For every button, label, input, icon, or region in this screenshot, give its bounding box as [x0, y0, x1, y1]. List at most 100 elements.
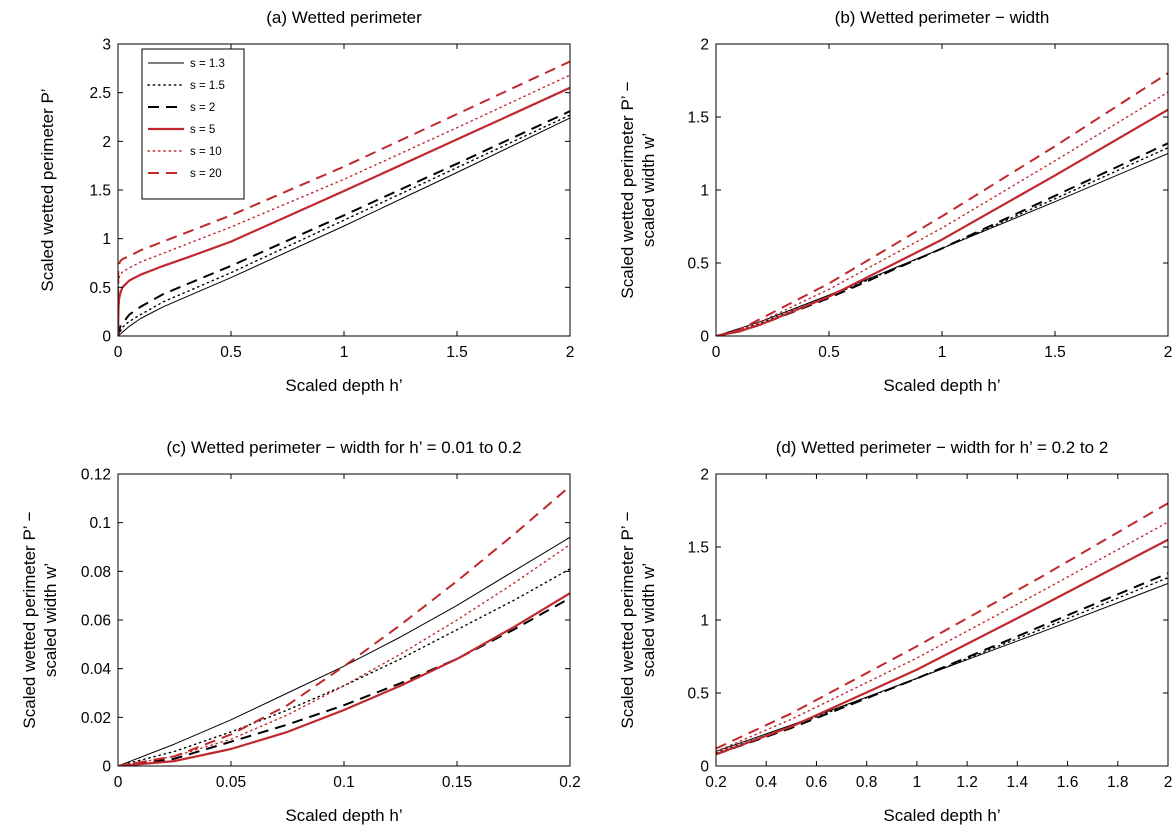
y-tick-label: 0.5: [687, 256, 709, 273]
y-tick-label: 2: [700, 467, 709, 484]
series-line-s20: [716, 502, 1168, 750]
series-group: [716, 502, 1168, 756]
x-tick-label: 2: [566, 344, 575, 361]
series-line-s1-3: [118, 536, 570, 766]
y-tick-label: 0.12: [81, 467, 111, 484]
series-line-s10: [716, 521, 1168, 753]
legend-label: s = 2: [190, 102, 215, 114]
x-tick-label: 0: [712, 344, 721, 361]
series-line-s10: [118, 74, 570, 336]
y-axis-label: Scaled wetted perimeter P’ −: [618, 511, 637, 728]
panel-title: (a) Wetted perimeter: [266, 8, 422, 27]
x-tick-label: 1.5: [1044, 344, 1066, 361]
y-axis-label: Scaled wetted perimeter P’: [38, 88, 57, 291]
series-line-s5: [716, 108, 1168, 336]
series-line-s1-5: [118, 568, 570, 766]
series-line-s1-5: [716, 577, 1168, 754]
x-tick-label: 0.6: [806, 774, 828, 791]
y-tick-label: 2.5: [89, 85, 111, 102]
y-axis-label: scaled width w’: [41, 563, 60, 677]
y-tick-label: 2: [102, 134, 111, 151]
y-tick-label: 0: [102, 759, 111, 776]
y-axis-label: Scaled wetted perimeter P’ −: [20, 511, 39, 728]
panel-title: (b) Wetted perimeter − width: [835, 8, 1050, 27]
x-tick-label: 1.5: [446, 344, 468, 361]
x-axis-label: Scaled depth h’: [883, 806, 1000, 825]
y-tick-label: 0.5: [687, 686, 709, 703]
series-line-s1-3: [118, 117, 570, 336]
x-tick-label: 2: [1164, 344, 1173, 361]
y-tick-label: 0.5: [89, 280, 111, 297]
series-line-s20: [118, 485, 570, 766]
series-line-s20: [118, 60, 570, 336]
x-tick-label: 0.5: [220, 344, 242, 361]
y-tick-label: 0: [102, 329, 111, 346]
legend: s = 1.3 s = 1.5 s = 2 s = 5 s = 10 s = 20: [141, 48, 245, 200]
x-tick-label: 0.8: [856, 774, 878, 791]
series-group: [118, 485, 570, 766]
panel-4: 0.2 0.4 0.6 0.8 1 1.2 1.4 1.6 1.8 2 0 0.5 1 1.5 2 (d) W…: [618, 438, 1172, 825]
legend-label: s = 20: [190, 168, 222, 180]
y-tick-label: 1: [700, 183, 709, 200]
x-tick-label: 1: [913, 774, 922, 791]
y-tick-label: 1.5: [687, 540, 709, 557]
x-tick-label: 0.5: [818, 344, 840, 361]
series-line-s1-3: [716, 583, 1168, 752]
y-axis-label: scaled width w’: [639, 563, 658, 677]
y-tick-label: 1.5: [687, 110, 709, 127]
y-tick-label: 3: [102, 37, 111, 54]
x-tick-label: 0.05: [216, 774, 246, 791]
x-tick-label: 1.2: [956, 774, 978, 791]
y-tick-label: 1: [102, 231, 111, 248]
x-tick-label: 0.2: [705, 774, 727, 791]
panel-title: (d) Wetted perimeter − width for h’ = 0.…: [776, 438, 1109, 457]
y-tick-label: 1.5: [89, 183, 111, 200]
legend-label: s = 5: [190, 124, 215, 136]
series-line-s5: [716, 538, 1168, 756]
x-tick-label: 0.1: [333, 774, 355, 791]
y-tick-label: 0: [700, 329, 709, 346]
x-tick-label: 1.4: [1007, 774, 1029, 791]
series-line-s10: [716, 91, 1168, 336]
y-tick-label: 0: [700, 759, 709, 776]
x-tick-label: 0.15: [442, 774, 472, 791]
y-axis-label: scaled width w’: [639, 133, 658, 247]
x-axis-label: Scaled depth h’: [285, 376, 402, 395]
x-tick-label: 2: [1164, 774, 1173, 791]
y-tick-label: 2: [700, 37, 709, 54]
series-line-s2: [118, 110, 570, 336]
panel-1: 0 0.5 1 1.5 2 0 0.5 1 1.5 2 2.5 3 (a) Wetted perimet…: [38, 8, 574, 395]
x-tick-label: 1.8: [1107, 774, 1129, 791]
x-axis-label: Scaled depth h’: [883, 376, 1000, 395]
series-line-s1-3: [716, 153, 1168, 336]
panel-3: 0 0.05 0.1 0.15 0.2 0 0.02 0.04 0.06 0.08 0.1 0.12 (…: [20, 438, 581, 825]
x-tick-label: 1.6: [1057, 774, 1079, 791]
panel-title: (c) Wetted perimeter − width for h’ = 0.…: [166, 438, 521, 457]
legend-label: s = 1.3: [190, 58, 225, 70]
y-tick-label: 1: [700, 613, 709, 630]
series-line-s1-5: [118, 114, 570, 336]
y-tick-label: 0.1: [89, 515, 111, 532]
series-group: [716, 72, 1168, 336]
axes-box: [715, 43, 1169, 337]
x-tick-label: 0: [114, 344, 123, 361]
y-tick-label: 0.02: [81, 710, 111, 727]
legend-label: s = 1.5: [190, 80, 225, 92]
x-tick-label: 0.2: [559, 774, 581, 791]
series-line-s2: [118, 597, 570, 766]
series-line-s5: [118, 592, 570, 766]
x-axis-label: Scaled depth h’: [285, 806, 402, 825]
panel-2: 0 0.5 1 1.5 2 0 0.5 1 1.5 2 (b) Wetted perimeter −…: [618, 8, 1172, 395]
y-tick-label: 0.06: [81, 613, 111, 630]
series-group: [118, 60, 570, 336]
x-tick-label: 1: [938, 344, 947, 361]
series-line-s20: [716, 72, 1168, 336]
series-line-s2: [716, 572, 1168, 756]
legend-label: s = 10: [190, 146, 222, 158]
y-tick-label: 0.08: [81, 564, 111, 581]
y-tick-label: 0.04: [81, 661, 112, 678]
axes-box: [117, 473, 571, 767]
y-axis-label: Scaled wetted perimeter P’ −: [618, 81, 637, 298]
x-tick-label: 1: [340, 344, 349, 361]
x-tick-label: 0.4: [755, 774, 777, 791]
